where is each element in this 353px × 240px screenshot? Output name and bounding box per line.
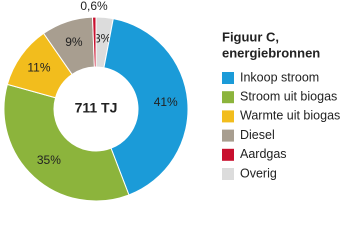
donut-slice [92,16,97,68]
legend-swatch [222,148,234,161]
slice-label: 41% [154,95,178,109]
legend-label: Overig [240,166,277,180]
donut-slice [3,83,130,202]
center-label: 711 TJ [75,100,118,116]
legend-label: Aardgas [240,147,287,161]
slice-label: 9% [65,35,83,49]
legend-swatch [222,129,234,142]
chart-title: Figuur C, [222,29,279,44]
legend-swatch [222,72,234,84]
donut-slice [103,18,189,196]
legend-swatch [222,110,234,123]
slice-label: 35% [37,153,61,167]
slice-label: 11% [27,61,50,75]
legend-swatch [222,168,234,180]
slice-label: 0,6% [80,0,108,13]
legend-label: Inkoop stroom [240,70,319,84]
chart: Figuur C, energiebronnen 3% 41% 35% 11% 9% 0,… [3,0,340,202]
slice-label: 3% [94,31,112,45]
legend-label: Stroom uit biogas [240,89,337,103]
legend-swatch [222,91,234,104]
legend-label: Diesel [240,128,275,142]
legend-label: Warmte uit biogas [240,109,340,123]
chart-title: energiebronnen [222,45,320,60]
